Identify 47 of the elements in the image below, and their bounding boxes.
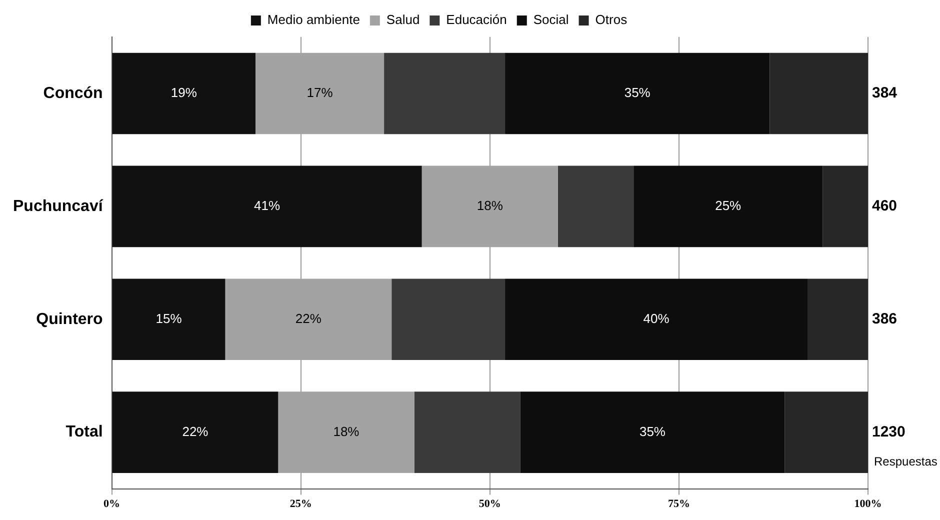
- bar: [520, 392, 785, 473]
- data-label: 41%: [254, 198, 281, 214]
- text: Respuestas: [874, 454, 938, 469]
- text: 386: [872, 310, 898, 328]
- y-tick-label: Puchuncaví: [12, 198, 104, 215]
- bar: [392, 278, 506, 360]
- data-label: 35%: [639, 424, 666, 439]
- bar: [634, 166, 823, 248]
- x-tick-label: 0%: [104, 498, 120, 510]
- legend-label: Educación: [446, 12, 507, 28]
- data-label: 18%: [476, 198, 504, 214]
- data-label: 25%: [715, 198, 742, 214]
- y-tick-label: Total: [66, 424, 103, 441]
- legend-label: Social: [533, 12, 569, 28]
- data-label: 40%: [643, 310, 670, 326]
- y-tick-label: Quintero: [36, 310, 104, 328]
- legend-label: Medio ambiente: [267, 12, 360, 28]
- bar: [505, 52, 770, 134]
- bar: [784, 392, 868, 473]
- bar: [384, 52, 506, 134]
- bar: [505, 278, 808, 360]
- data-label: 19%: [170, 85, 198, 100]
- legend-label: Otros: [595, 12, 628, 28]
- bar: [822, 166, 868, 248]
- x-tick-label: 25%: [290, 498, 312, 510]
- bar: [770, 52, 868, 134]
- data-label: 18%: [333, 424, 360, 439]
- text: 384: [872, 84, 898, 102]
- bar: [558, 166, 634, 248]
- data-label: 15%: [156, 310, 182, 326]
- bar: [808, 278, 868, 360]
- text: 460: [872, 198, 898, 215]
- x-tick-label: 50%: [478, 498, 501, 510]
- bar: [112, 278, 226, 360]
- x-tick-label: 75%: [668, 498, 690, 510]
- data-label: 22%: [295, 310, 322, 326]
- bar: [112, 52, 256, 134]
- x-tick-label: 100%: [854, 498, 882, 510]
- data-label: 35%: [624, 85, 651, 100]
- bar: [112, 392, 278, 473]
- bar: [414, 392, 520, 473]
- bar: [112, 166, 422, 248]
- legend-label: Salud: [386, 12, 420, 28]
- data-label: 22%: [182, 424, 209, 439]
- text: 1230: [872, 423, 906, 440]
- y-tick-label: Concón: [43, 84, 103, 102]
- data-label: 17%: [306, 85, 334, 100]
